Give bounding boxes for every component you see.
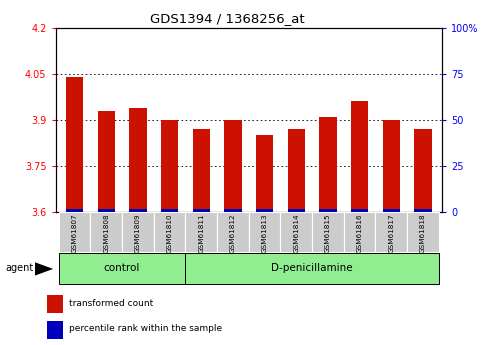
Polygon shape — [35, 262, 53, 276]
Bar — [224, 120, 242, 212]
Bar — [287, 129, 305, 212]
Text: control: control — [104, 263, 140, 273]
Bar — [161, 120, 178, 212]
Bar — [256, 209, 273, 212]
Bar — [98, 209, 115, 212]
Text: GSM61813: GSM61813 — [262, 213, 268, 253]
Bar — [66, 209, 83, 212]
Bar — [129, 108, 147, 212]
Bar — [224, 209, 242, 212]
Text: GSM61815: GSM61815 — [325, 213, 331, 253]
Bar — [383, 120, 400, 212]
Text: D-penicillamine: D-penicillamine — [271, 263, 353, 273]
Bar — [414, 129, 432, 212]
Bar — [351, 209, 369, 212]
Text: agent: agent — [6, 264, 34, 273]
Bar — [312, 212, 344, 252]
Bar — [256, 135, 273, 212]
Text: GSM61816: GSM61816 — [356, 213, 363, 253]
Bar — [185, 253, 439, 284]
Text: GDS1394 / 1368256_at: GDS1394 / 1368256_at — [150, 12, 304, 25]
Bar — [59, 253, 185, 284]
Bar — [351, 101, 369, 212]
Bar — [66, 77, 83, 212]
Bar — [47, 321, 63, 339]
Bar — [281, 212, 312, 252]
Bar — [287, 209, 305, 212]
Bar — [217, 212, 249, 252]
Bar — [383, 209, 400, 212]
Text: GSM61817: GSM61817 — [388, 213, 394, 253]
Text: GSM61809: GSM61809 — [135, 213, 141, 253]
Bar — [90, 212, 122, 252]
Bar — [193, 209, 210, 212]
Bar — [193, 129, 210, 212]
Text: GSM61807: GSM61807 — [71, 213, 78, 253]
Bar — [414, 209, 432, 212]
Bar — [319, 117, 337, 212]
Text: GSM61814: GSM61814 — [293, 213, 299, 253]
Bar — [344, 212, 375, 252]
Text: transformed count: transformed count — [69, 298, 154, 307]
Bar — [185, 212, 217, 252]
Bar — [249, 212, 281, 252]
Text: percentile rank within the sample: percentile rank within the sample — [69, 325, 222, 334]
Bar — [319, 209, 337, 212]
Bar — [59, 212, 90, 252]
Bar — [98, 111, 115, 212]
Bar — [161, 209, 178, 212]
Text: GSM61808: GSM61808 — [103, 213, 109, 253]
Bar — [407, 212, 439, 252]
Text: GSM61818: GSM61818 — [420, 213, 426, 253]
Text: GSM61810: GSM61810 — [167, 213, 172, 253]
Bar — [154, 212, 185, 252]
Bar — [47, 295, 63, 313]
Bar — [129, 209, 147, 212]
Text: GSM61811: GSM61811 — [198, 213, 204, 253]
Bar — [122, 212, 154, 252]
Text: GSM61812: GSM61812 — [230, 213, 236, 253]
Bar — [375, 212, 407, 252]
